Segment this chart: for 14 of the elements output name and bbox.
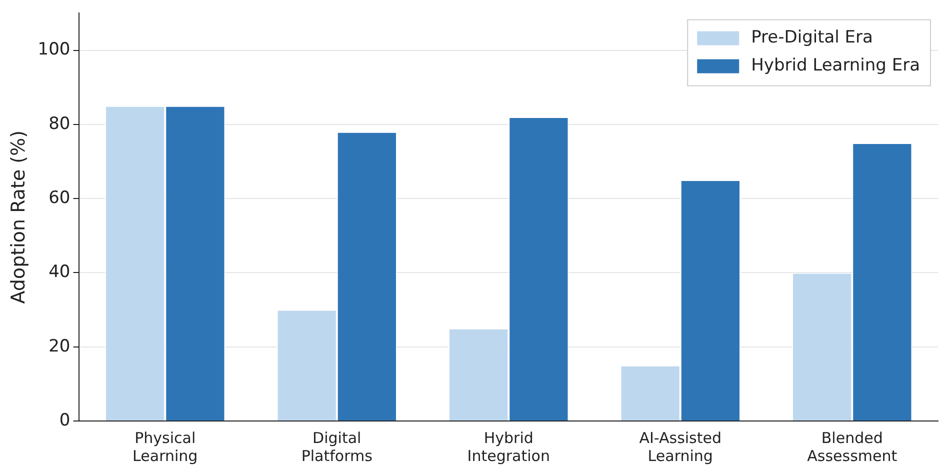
y-tick-label: 0 (59, 410, 70, 430)
y-tick-label: 40 (48, 262, 70, 282)
x-tick-label: Physical Learning (132, 428, 198, 465)
y-axis-title: Adoption Rate (%) (7, 130, 30, 304)
x-tick-label: AI-Assisted Learning (639, 428, 722, 465)
y-tick-label: 100 (38, 40, 70, 60)
x-tick-label: Digital Platforms (301, 428, 373, 465)
x-tick-label: Blended Assessment (807, 428, 898, 465)
y-tick-label: 80 (48, 114, 70, 134)
legend-label: Pre-Digital Era (751, 28, 873, 48)
legend-label: Hybrid Learning Era (751, 56, 920, 76)
y-tick-label: 20 (48, 336, 70, 356)
y-tick-label: 60 (48, 188, 70, 208)
x-tick-label: Hybrid Integration (467, 428, 550, 465)
